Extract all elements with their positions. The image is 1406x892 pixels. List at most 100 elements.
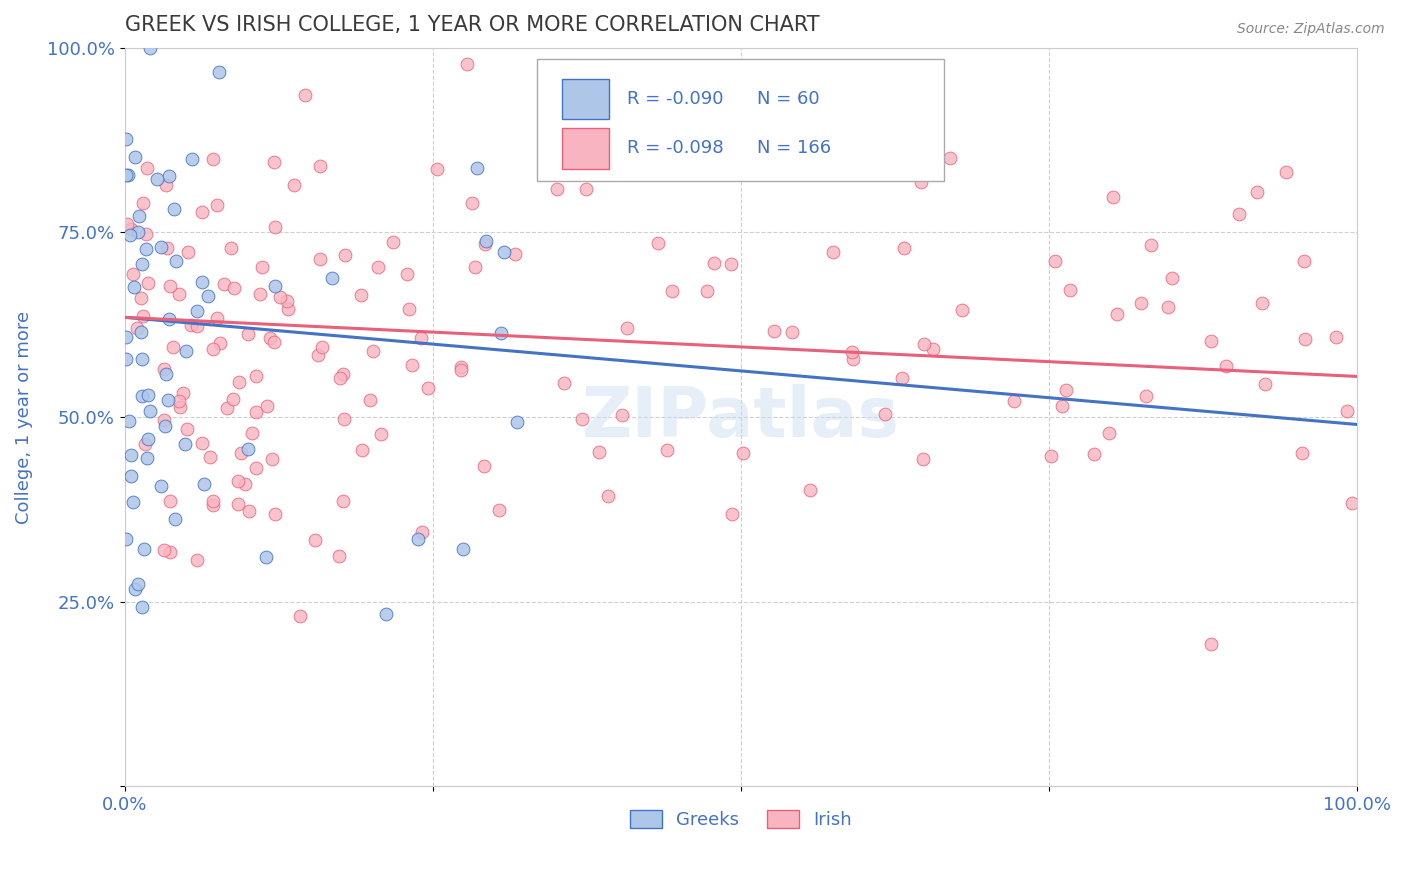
Point (231, 446, 253, 460)
Point (893, 241, 915, 255)
Point (124, 582, 146, 596)
Point (1157, 300, 1180, 314)
Point (1324, 329, 1347, 343)
Point (157, 392, 180, 407)
Point (165, 254, 187, 268)
Point (150, 479, 173, 493)
Point (228, 498, 250, 512)
Point (134, 437, 156, 451)
Point (333, 248, 356, 262)
Point (135, 242, 157, 256)
Point (911, 452, 934, 467)
Point (367, 260, 389, 274)
Point (176, 422, 198, 436)
Point (131, 325, 153, 339)
Point (1336, 404, 1358, 418)
Point (139, 403, 162, 417)
Point (138, 433, 160, 447)
Point (245, 369, 267, 384)
Point (135, 161, 157, 176)
Point (474, 459, 496, 474)
Point (115, 169, 138, 183)
Point (153, 362, 176, 376)
Point (135, 227, 157, 242)
Point (465, 161, 488, 175)
Point (821, 244, 844, 259)
Point (571, 412, 593, 426)
Point (124, 150, 146, 164)
Point (249, 287, 271, 301)
Point (136, 276, 159, 290)
Point (134, 541, 156, 556)
Point (146, 172, 169, 186)
Point (910, 175, 932, 189)
Point (1292, 254, 1315, 268)
Point (308, 252, 330, 267)
Point (118, 227, 141, 242)
Point (202, 493, 225, 508)
Point (575, 182, 598, 196)
Point (1135, 389, 1157, 403)
Point (321, 271, 343, 285)
Point (122, 495, 145, 509)
Point (115, 330, 138, 344)
Point (264, 219, 287, 234)
Text: N = 60: N = 60 (756, 90, 820, 108)
Point (149, 240, 172, 254)
Point (198, 450, 221, 465)
Point (332, 493, 354, 508)
Point (456, 57, 478, 71)
Point (308, 159, 330, 173)
Point (212, 277, 235, 292)
Point (922, 343, 945, 357)
Point (277, 301, 299, 316)
Point (181, 152, 204, 166)
Point (1040, 449, 1063, 463)
Text: ZIPatlas: ZIPatlas (582, 384, 900, 450)
Point (236, 442, 259, 456)
Point (841, 344, 863, 359)
Point (1246, 185, 1268, 199)
Point (135, 451, 157, 466)
Point (1043, 253, 1066, 268)
Point (120, 222, 142, 236)
Point (581, 129, 603, 144)
Point (350, 288, 373, 302)
Point (263, 334, 285, 349)
Point (1129, 295, 1152, 310)
Point (451, 542, 474, 557)
Point (215, 401, 238, 415)
FancyBboxPatch shape (562, 128, 609, 169)
Point (202, 152, 225, 166)
Point (202, 342, 225, 356)
Point (238, 504, 260, 518)
Point (647, 235, 669, 250)
Point (655, 442, 678, 457)
Point (1059, 283, 1081, 297)
Point (616, 321, 638, 335)
Point (256, 399, 278, 413)
Point (240, 425, 263, 440)
Point (873, 407, 896, 421)
Point (1083, 446, 1105, 460)
Point (221, 241, 243, 255)
Point (157, 312, 180, 326)
Point (503, 247, 526, 261)
Point (370, 427, 392, 442)
Point (720, 507, 742, 521)
Text: N = 166: N = 166 (756, 139, 831, 157)
Point (1052, 399, 1074, 413)
Point (506, 415, 529, 429)
Point (132, 309, 155, 323)
Point (311, 340, 333, 354)
Point (263, 154, 285, 169)
Point (1251, 296, 1274, 310)
Point (283, 178, 305, 193)
Point (186, 303, 208, 318)
Point (165, 512, 187, 526)
Point (363, 344, 385, 359)
Point (186, 553, 208, 567)
Point (157, 169, 180, 184)
Point (128, 209, 150, 223)
Point (461, 196, 484, 211)
